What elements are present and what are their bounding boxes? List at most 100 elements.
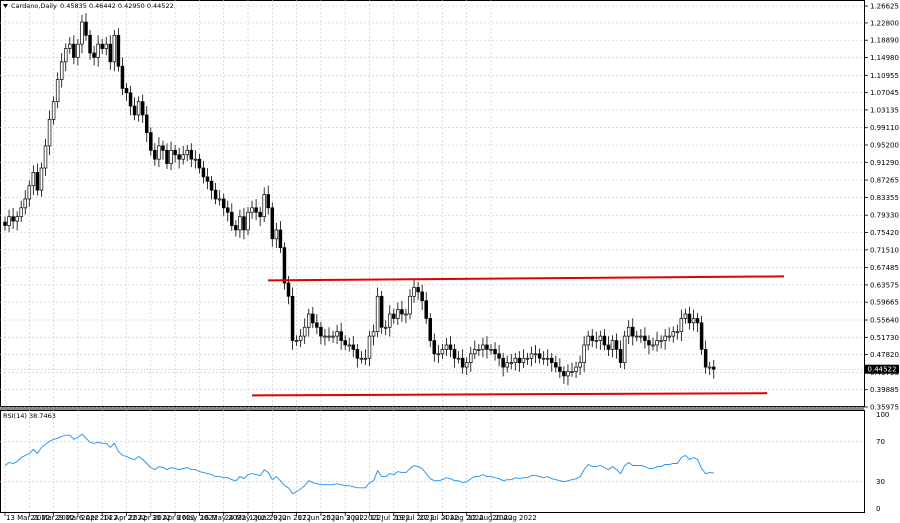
- candlesticks[interactable]: [3, 13, 716, 386]
- candle-body-down: [266, 194, 271, 209]
- candle: [635, 330, 639, 342]
- candle: [420, 284, 424, 311]
- time-tick-label: 9 Jun 2022: [273, 514, 311, 522]
- candle: [92, 45, 96, 66]
- candle: [290, 287, 295, 350]
- candle-body-up: [238, 216, 242, 231]
- candle-body-up: [383, 326, 388, 329]
- candle: [392, 308, 396, 324]
- price-panel-frame: [0, 0, 865, 407]
- candle-body-down: [88, 34, 92, 54]
- candle-body-down: [286, 282, 291, 297]
- candle-body-down: [428, 318, 433, 341]
- time-tick-label: 16 May 2022: [200, 514, 246, 522]
- candle-body-up: [679, 318, 684, 333]
- candle-body-up: [456, 357, 461, 360]
- candle: [448, 336, 453, 358]
- candle: [7, 209, 11, 233]
- candle: [226, 200, 230, 222]
- candle-body-up: [582, 344, 586, 364]
- time-tick-label: 13 Mar 2022: [6, 514, 50, 522]
- candle: [651, 337, 655, 351]
- candle-body-up: [533, 353, 538, 356]
- candle-body-up: [193, 158, 198, 161]
- candle-body-up: [667, 335, 671, 338]
- candle-body-down: [201, 167, 206, 178]
- candle-body-up: [639, 335, 643, 338]
- candle: [355, 344, 360, 368]
- candle: [667, 327, 671, 342]
- candle: [294, 335, 299, 346]
- candle: [161, 140, 165, 160]
- candle: [84, 13, 88, 41]
- candle: [205, 168, 210, 190]
- candle: [136, 96, 141, 122]
- candle-body-down: [209, 180, 214, 191]
- rsi-line: [4, 433, 714, 495]
- candle: [63, 43, 68, 72]
- candle: [331, 330, 335, 343]
- ohlc-values: 0.45835 0.46442 0.42950 0.44522: [60, 2, 174, 10]
- candle-body-up: [707, 366, 712, 369]
- candle-body-down: [35, 172, 40, 191]
- candle-body-up: [96, 43, 100, 58]
- candle: [47, 110, 52, 156]
- candle: [671, 326, 675, 343]
- candle: [246, 206, 250, 236]
- candle: [537, 348, 542, 364]
- candle-body-up: [408, 295, 412, 315]
- candle: [311, 306, 315, 329]
- candle: [477, 344, 481, 357]
- candle-body-up: [622, 335, 627, 364]
- rsi-tick-label: 70: [876, 438, 885, 446]
- candle: [31, 165, 36, 195]
- candle: [456, 351, 461, 364]
- candle-body-up: [15, 216, 19, 222]
- candle-body-down: [497, 353, 501, 359]
- candle: [400, 300, 404, 322]
- candle: [513, 352, 518, 371]
- candle-body-up: [574, 366, 578, 372]
- candle: [683, 308, 688, 324]
- candle: [189, 143, 194, 168]
- candle: [703, 340, 708, 374]
- candle-body-down: [687, 313, 692, 324]
- trendlines[interactable]: [251, 275, 785, 397]
- candle-body-up: [566, 371, 570, 377]
- candle: [396, 302, 400, 326]
- price-tick-label: 0.51730: [870, 334, 899, 342]
- candle: [262, 187, 266, 222]
- candle-body-up: [655, 340, 659, 346]
- candle-body-up: [27, 185, 32, 200]
- time-tick-label: 20 Aug 2022: [492, 514, 537, 522]
- candle: [375, 287, 380, 337]
- triangle-down-icon[interactable]: [3, 4, 8, 8]
- candle-body-down: [485, 344, 489, 350]
- price-tick-label: 0.67485: [870, 264, 899, 272]
- candle: [606, 336, 611, 357]
- candle-body-down: [116, 34, 121, 67]
- candle-body-up: [663, 335, 667, 341]
- candle-body-up: [675, 331, 680, 334]
- support-line: [251, 392, 768, 397]
- candle-body-down: [120, 65, 125, 89]
- candle: [610, 335, 615, 358]
- candle-body-up: [359, 357, 364, 360]
- candle: [140, 94, 145, 123]
- candle-body-up: [375, 295, 380, 333]
- candle: [258, 206, 262, 226]
- price-tick-label: 0.47820: [870, 351, 899, 359]
- candle-body-up: [598, 335, 603, 341]
- candle: [298, 329, 303, 348]
- candle-body-down: [711, 366, 716, 370]
- price-tick-label: 1.03135: [870, 106, 899, 114]
- candle: [177, 147, 181, 169]
- candle: [578, 355, 582, 376]
- candle-body-up: [217, 198, 222, 201]
- rsi-tick-label: 0: [876, 505, 880, 513]
- candle: [570, 362, 574, 377]
- time-tick-label: 21 Mar 2022: [30, 514, 74, 522]
- candle-body-up: [104, 43, 108, 49]
